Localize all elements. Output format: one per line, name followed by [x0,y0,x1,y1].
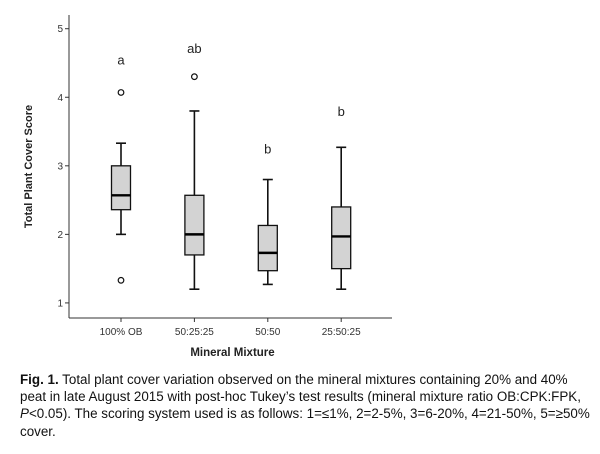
caption-text: Total plant cover variation observed on … [20,372,581,405]
x-axis-label: Mineral Mixture [190,347,274,359]
x-tick-label: 50:25:25 [175,327,214,338]
outlier-point [190,73,198,81]
tukey-letter: b [338,104,345,119]
tukey-letter: b [264,142,271,157]
outlier-point [117,89,125,96]
box [331,206,352,270]
caption-label: Fig. 1. [20,372,59,387]
box-plot: 1 2 3 4 5 Total Plant Cover Score Mineral Mixt… [23,15,392,359]
box [110,165,132,211]
box [257,224,278,272]
x-tick-label: 25:50:25 [322,327,361,338]
figure-caption: Fig. 1. Total plant cover variation obse… [20,371,595,440]
y-tick-label: 2 [57,230,63,241]
box [184,194,205,256]
caption-p: P [20,406,29,422]
x-tick-label: 50:50 [255,327,280,338]
outlier-point [117,276,125,284]
y-axis-label: Total Plant Cover Score [23,105,35,228]
tukey-letter: ab [187,41,201,56]
x-tick-label: 100% OB [100,327,143,338]
y-tick-label: 1 [57,298,63,309]
y-tick-label: 4 [57,93,63,104]
y-tick-label: 5 [57,24,63,35]
y-tick-label: 3 [57,161,63,172]
tukey-letter: a [117,53,125,68]
caption-text-end: <0.05). The scoring system used is as fo… [20,406,590,439]
